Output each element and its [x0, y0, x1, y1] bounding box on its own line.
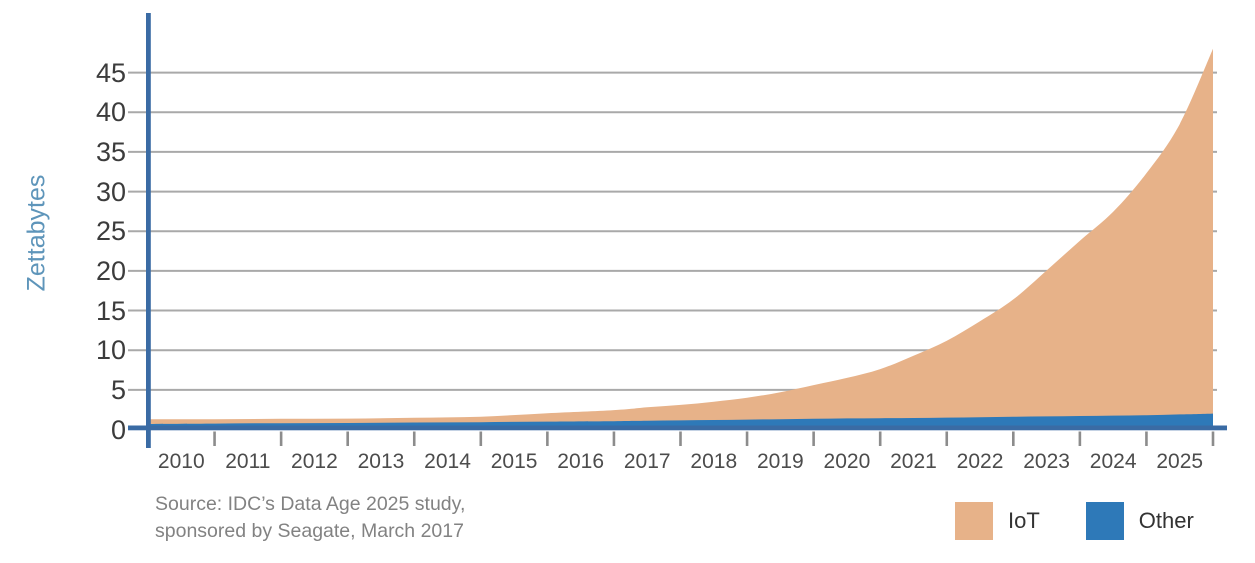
legend-item-iot: IoT: [955, 502, 1040, 540]
y-tick-label-0: 0: [110, 414, 126, 445]
legend-item-other: Other: [1085, 502, 1194, 540]
x-tick-label-2016: 2016: [557, 450, 605, 473]
iot-color-swatch: [955, 502, 993, 540]
y-axis-line: [146, 13, 151, 448]
x-tick-label-2017: 2017: [623, 450, 671, 473]
x-tick-label-2014: 2014: [424, 450, 471, 473]
source-note-line2: sponsored by Seagate, March 2017: [155, 520, 464, 542]
x-tick-label-2013: 2013: [357, 450, 405, 473]
y-tick-label-45: 45: [95, 57, 126, 88]
x-axis-line: [128, 425, 1227, 431]
y-tick-label-5: 5: [110, 374, 126, 405]
legend-label-iot: IoT: [1008, 508, 1040, 533]
x-tick-label-2019: 2019: [756, 450, 804, 473]
source-note: Source: IDC’s Data Age 2025 study, spons…: [155, 491, 465, 545]
x-tick-label-2022: 2022: [956, 450, 1004, 473]
x-tick-label-2024: 2024: [1089, 450, 1137, 473]
legend: IoT Other: [955, 502, 1194, 540]
x-tick-label-2012: 2012: [291, 450, 338, 473]
y-tick-label-35: 35: [95, 136, 126, 167]
source-note-line1: Source: IDC’s Data Age 2025 study,: [155, 493, 466, 515]
x-tick-label-2011: 2011: [225, 450, 271, 473]
iot-area-series: [148, 48, 1213, 430]
x-tick-label-2020: 2020: [823, 450, 871, 473]
y-tick-label-30: 30: [95, 176, 126, 207]
x-tick-label-2015: 2015: [490, 450, 538, 473]
y-tick-label-25: 25: [95, 216, 126, 247]
x-tick-label-2025: 2025: [1156, 450, 1204, 473]
y-tick-label-15: 15: [95, 295, 126, 326]
legend-label-other: Other: [1138, 508, 1194, 533]
y-tick-label-40: 40: [95, 97, 126, 128]
y-tick-label-10: 10: [95, 335, 126, 366]
other-color-swatch: [1085, 502, 1124, 540]
y-axis-title: Zettabytes: [22, 174, 51, 292]
x-tick-label-2021: 2021: [890, 450, 937, 473]
x-tick-label-2010: 2010: [157, 450, 205, 473]
y-tick-label-20: 20: [95, 255, 126, 286]
x-tick-label-2023: 2023: [1023, 450, 1070, 473]
x-tick-label-2018: 2018: [690, 450, 738, 473]
